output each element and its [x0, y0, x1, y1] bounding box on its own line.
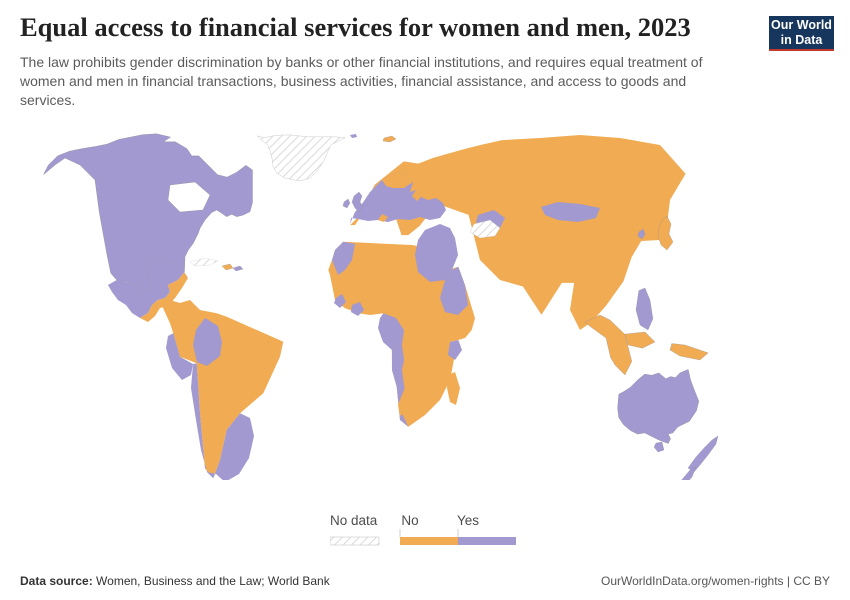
svg-text:Yes: Yes — [457, 515, 479, 528]
svg-text:No: No — [401, 515, 418, 528]
svg-text:No data: No data — [330, 515, 378, 528]
